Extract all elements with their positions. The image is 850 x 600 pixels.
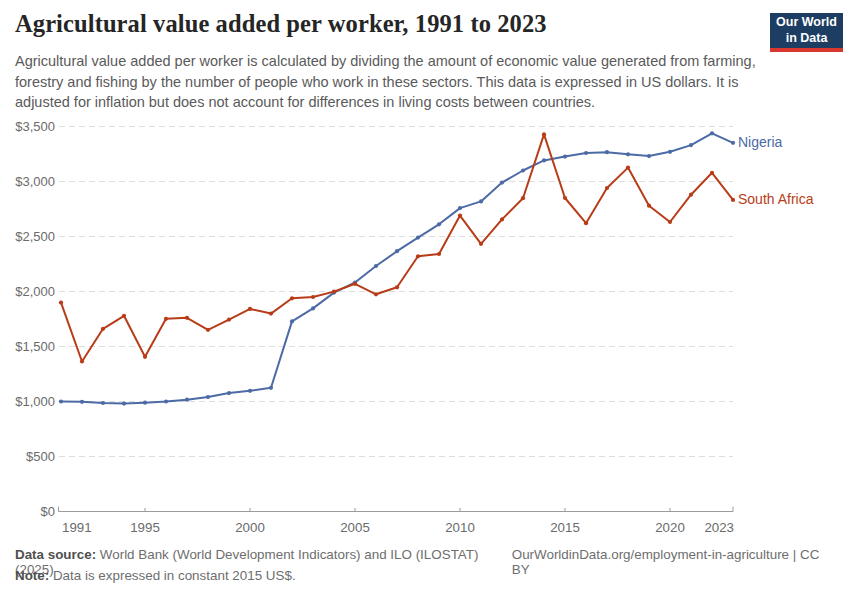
data-point-nigeria-2012[interactable] bbox=[500, 181, 504, 185]
y-tick-label: $500 bbox=[26, 449, 55, 464]
x-tick-label-2000: 2000 bbox=[235, 520, 265, 535]
data-point-south-africa-2000[interactable] bbox=[248, 307, 252, 311]
data-point-nigeria-2011[interactable] bbox=[479, 199, 483, 203]
data-point-south-africa-2005[interactable] bbox=[353, 282, 357, 286]
data-point-south-africa-2002[interactable] bbox=[290, 296, 294, 300]
data-point-south-africa-2004[interactable] bbox=[332, 290, 336, 294]
owid-chart-page: Agricultural value added per worker, 199… bbox=[0, 0, 850, 600]
data-point-nigeria-1994[interactable] bbox=[122, 402, 126, 406]
data-point-nigeria-1998[interactable] bbox=[206, 395, 210, 399]
data-point-south-africa-2018[interactable] bbox=[626, 166, 630, 170]
data-point-nigeria-2010[interactable] bbox=[458, 206, 462, 210]
x-tick-label-2023: 2023 bbox=[704, 520, 734, 535]
data-source-label: Data source: bbox=[15, 547, 96, 562]
data-point-nigeria-2018[interactable] bbox=[626, 152, 630, 156]
data-point-south-africa-1993[interactable] bbox=[101, 327, 105, 331]
data-point-nigeria-2021[interactable] bbox=[689, 143, 693, 147]
x-tick-label-1991: 1991 bbox=[62, 520, 92, 535]
data-point-south-africa-2017[interactable] bbox=[605, 186, 609, 190]
data-point-nigeria-1993[interactable] bbox=[101, 401, 105, 405]
data-point-nigeria-1996[interactable] bbox=[164, 399, 168, 403]
chart-note: Note: Data is expressed in constant 2015… bbox=[15, 568, 835, 583]
y-tick-label: $2,500 bbox=[15, 229, 55, 244]
data-point-nigeria-1997[interactable] bbox=[185, 398, 189, 402]
data-point-nigeria-1995[interactable] bbox=[143, 401, 147, 405]
y-tick-label: $2,000 bbox=[15, 284, 55, 299]
data-point-south-africa-1992[interactable] bbox=[80, 359, 84, 363]
data-point-south-africa-1999[interactable] bbox=[227, 318, 231, 322]
y-tick-label: $3,500 bbox=[15, 119, 55, 134]
data-point-nigeria-1992[interactable] bbox=[80, 400, 84, 404]
data-point-south-africa-2008[interactable] bbox=[416, 254, 420, 258]
x-tick-label-1995: 1995 bbox=[130, 520, 160, 535]
data-point-south-africa-2009[interactable] bbox=[437, 252, 441, 256]
data-point-south-africa-1998[interactable] bbox=[206, 328, 210, 332]
data-point-south-africa-2003[interactable] bbox=[311, 295, 315, 299]
data-point-south-africa-1996[interactable] bbox=[164, 317, 168, 321]
data-point-south-africa-2016[interactable] bbox=[584, 221, 588, 225]
data-point-nigeria-2006[interactable] bbox=[374, 264, 378, 268]
line-chart: $0 $500 $1,000 $1,500 $2,000 $2,500 $3,000 $3,5… bbox=[0, 0, 850, 600]
data-point-south-africa-2001[interactable] bbox=[269, 312, 273, 316]
y-tick-label: $0 bbox=[41, 504, 55, 519]
data-point-south-africa-2014[interactable] bbox=[542, 132, 546, 136]
data-point-south-africa-2022[interactable] bbox=[710, 171, 714, 175]
series-line-south-africa[interactable] bbox=[61, 134, 733, 361]
data-point-nigeria-1991[interactable] bbox=[59, 399, 63, 403]
data-point-nigeria-2013[interactable] bbox=[521, 168, 525, 172]
data-point-south-africa-2019[interactable] bbox=[647, 204, 651, 208]
y-tick-label: $1,500 bbox=[15, 339, 55, 354]
x-tick-label-2010: 2010 bbox=[445, 520, 475, 535]
y-tick-label: $1,000 bbox=[15, 394, 55, 409]
data-point-nigeria-2015[interactable] bbox=[563, 155, 567, 159]
data-point-south-africa-1997[interactable] bbox=[185, 316, 189, 320]
series-label-nigeria: Nigeria bbox=[738, 134, 783, 150]
data-point-south-africa-2023[interactable] bbox=[731, 198, 735, 202]
data-point-nigeria-2000[interactable] bbox=[248, 389, 252, 393]
data-point-nigeria-2001[interactable] bbox=[269, 386, 273, 390]
data-point-nigeria-2014[interactable] bbox=[542, 158, 546, 162]
data-point-south-africa-2011[interactable] bbox=[479, 242, 483, 246]
series-label-south-africa: South Africa bbox=[738, 191, 814, 207]
y-tick-label: $3,000 bbox=[15, 174, 55, 189]
data-point-south-africa-2012[interactable] bbox=[500, 217, 504, 221]
x-tick-label-2005: 2005 bbox=[340, 520, 370, 535]
x-tick-label-2015: 2015 bbox=[550, 520, 580, 535]
data-point-nigeria-2017[interactable] bbox=[605, 150, 609, 154]
data-point-south-africa-2021[interactable] bbox=[689, 193, 693, 197]
note-label: Note: bbox=[15, 568, 49, 583]
data-point-nigeria-2008[interactable] bbox=[416, 236, 420, 240]
data-point-nigeria-2003[interactable] bbox=[311, 306, 315, 310]
data-point-nigeria-2002[interactable] bbox=[290, 319, 294, 323]
data-point-nigeria-1999[interactable] bbox=[227, 391, 231, 395]
data-point-south-africa-2006[interactable] bbox=[374, 292, 378, 296]
data-point-nigeria-2007[interactable] bbox=[395, 249, 399, 253]
data-point-south-africa-1995[interactable] bbox=[143, 355, 147, 359]
data-point-south-africa-2010[interactable] bbox=[458, 214, 462, 218]
data-point-south-africa-2020[interactable] bbox=[668, 220, 672, 224]
x-tick-label-2020: 2020 bbox=[655, 520, 685, 535]
data-point-south-africa-2015[interactable] bbox=[563, 196, 567, 200]
data-point-south-africa-1994[interactable] bbox=[122, 314, 126, 318]
data-point-nigeria-2009[interactable] bbox=[437, 222, 441, 226]
data-point-south-africa-1991[interactable] bbox=[59, 301, 63, 305]
data-point-south-africa-2013[interactable] bbox=[521, 196, 525, 200]
data-point-nigeria-2020[interactable] bbox=[668, 150, 672, 154]
data-point-south-africa-2007[interactable] bbox=[395, 285, 399, 289]
data-point-nigeria-2023[interactable] bbox=[731, 141, 735, 145]
data-point-nigeria-2022[interactable] bbox=[710, 131, 714, 135]
data-point-nigeria-2019[interactable] bbox=[647, 154, 651, 158]
data-point-nigeria-2016[interactable] bbox=[584, 151, 588, 155]
